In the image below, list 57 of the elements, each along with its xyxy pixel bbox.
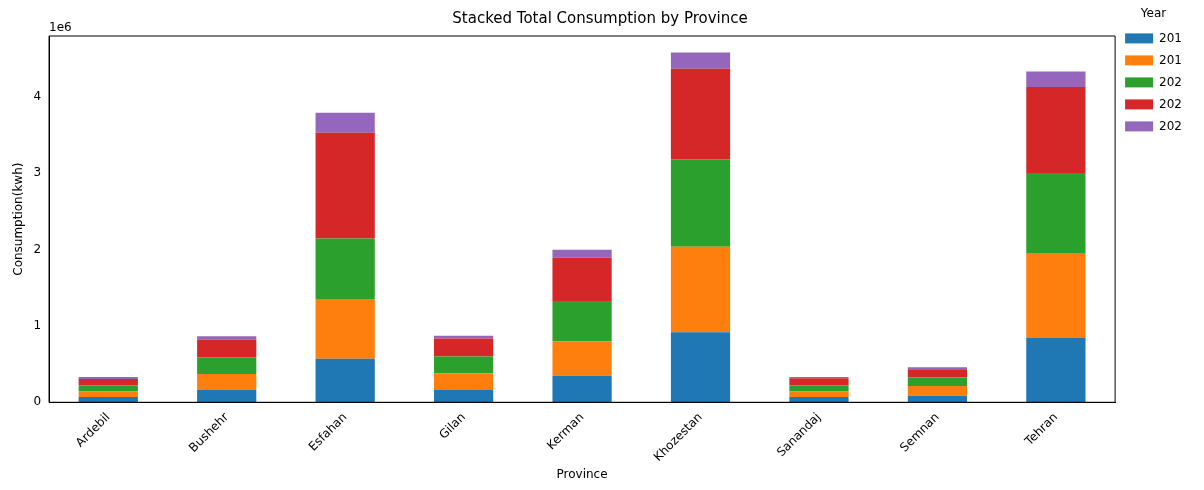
bar <box>197 336 257 340</box>
bar <box>434 373 494 390</box>
bar <box>78 391 138 397</box>
bar <box>789 385 849 392</box>
y-tick-label: 1 <box>33 318 42 333</box>
bar <box>670 246 731 333</box>
y-tick-label: 4 <box>33 89 42 104</box>
bar <box>315 112 375 133</box>
bar <box>1026 173 1086 254</box>
bar <box>78 385 138 392</box>
bar <box>907 385 968 396</box>
bar <box>78 378 138 386</box>
text: 1e6 <box>49 20 72 35</box>
bar <box>789 396 849 403</box>
bar <box>434 389 494 403</box>
y-tick-label: 0 <box>33 394 42 409</box>
chart-title: Stacked Total Consumption by Province <box>452 8 748 27</box>
legend-label: 202 <box>1159 96 1182 111</box>
bar <box>197 357 257 374</box>
bar <box>1026 86 1086 174</box>
legend-label: 202 <box>1159 74 1182 89</box>
bar <box>78 396 138 403</box>
bar <box>552 257 612 302</box>
legend-label: 201 <box>1159 52 1182 67</box>
bar <box>552 249 612 258</box>
legend-label: 201 <box>1159 30 1182 45</box>
bar <box>789 391 849 397</box>
legend-title: Year <box>1139 6 1167 21</box>
bar <box>315 132 375 239</box>
bar <box>552 301 612 342</box>
bar <box>907 377 968 386</box>
bar <box>907 395 968 403</box>
bar <box>315 299 375 359</box>
x-axis-title: Province <box>556 466 608 481</box>
bar <box>670 52 731 69</box>
bar <box>670 332 731 403</box>
bar <box>197 390 257 403</box>
bar <box>552 341 612 376</box>
bar <box>434 335 494 339</box>
bar <box>907 369 968 378</box>
bar <box>552 375 612 403</box>
bar <box>197 373 257 390</box>
bar <box>315 238 375 300</box>
bar <box>197 339 257 358</box>
bar <box>1026 71 1086 87</box>
bar <box>434 338 494 357</box>
bar <box>670 159 731 247</box>
bar <box>434 356 494 374</box>
y-tick-label: 2 <box>33 241 42 256</box>
legend-label: 202 <box>1159 118 1182 133</box>
bar <box>315 358 375 403</box>
bar <box>670 68 731 160</box>
y-axis-title: Consumption(kwh) <box>11 162 26 276</box>
bar <box>1026 253 1086 338</box>
bar <box>789 378 849 386</box>
y-tick-label: 3 <box>33 165 42 180</box>
bar <box>1026 337 1086 403</box>
